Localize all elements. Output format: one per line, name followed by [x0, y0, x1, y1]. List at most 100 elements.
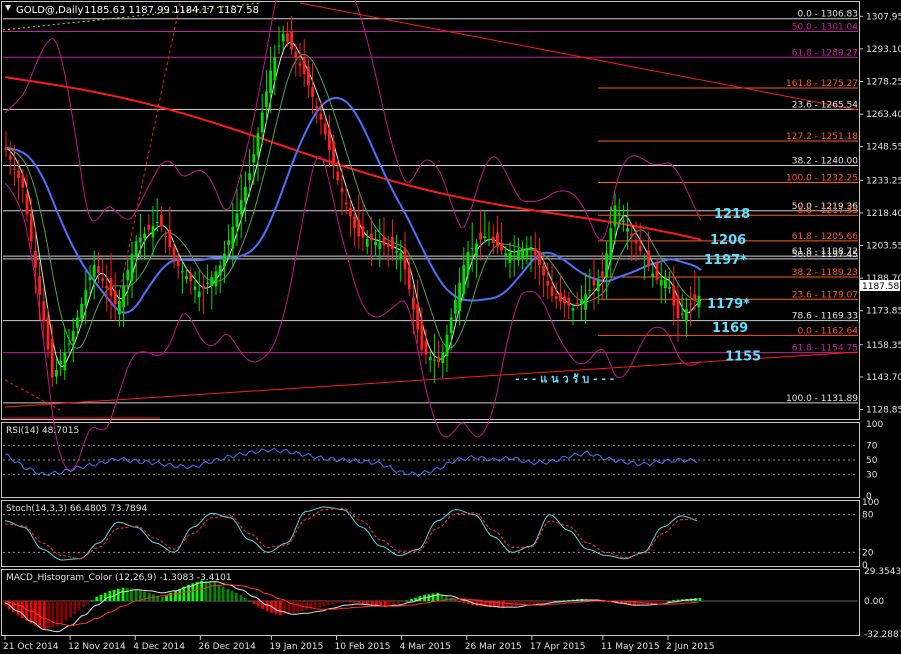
macd-histogram-bar — [348, 601, 352, 603]
fib-level-label: 50.0 - 1219.36 — [792, 202, 858, 212]
price-tick-label: 1188.70 — [866, 274, 901, 284]
candle-body — [332, 141, 335, 166]
macd-histogram-bar — [562, 600, 566, 602]
candle-body — [101, 278, 104, 281]
candle-body — [559, 293, 562, 302]
candle-body — [294, 52, 298, 58]
macd-histogram-bar — [650, 601, 654, 605]
macd-line — [4, 581, 698, 633]
macd-histogram-bar — [60, 601, 64, 624]
chevron-down-icon[interactable] — [5, 5, 11, 11]
date-tick-label: 17 Apr 2015 — [530, 642, 586, 652]
fib-level-label: 61.8 - 1154.75 — [792, 344, 858, 354]
candle-body — [164, 235, 167, 237]
candle-body — [374, 241, 377, 246]
macd-histogram-bar — [213, 582, 217, 602]
macd-histogram-bar — [361, 601, 365, 604]
candle-body — [67, 343, 71, 345]
macd-histogram-bar — [82, 601, 86, 608]
macd-histogram-bar — [633, 601, 636, 607]
candle-body — [172, 247, 176, 258]
candle-body — [500, 242, 503, 251]
macd-histogram-bar — [56, 601, 59, 627]
macd-histogram-bar — [195, 581, 199, 602]
candle-body — [269, 70, 272, 93]
fib-level-label: 61.8 - 1289.27 — [792, 48, 858, 58]
macd-histogram-bar — [156, 595, 160, 602]
candle-body — [601, 271, 604, 276]
macd-histogram-bar — [252, 601, 256, 605]
candle-body — [235, 213, 239, 227]
macd-histogram-bar — [217, 584, 221, 602]
macd-histogram-bar — [698, 597, 702, 602]
ema-slow-line — [4, 53, 702, 350]
candle-body — [466, 252, 470, 275]
macd-histogram-bar — [541, 601, 545, 604]
candle-body — [336, 171, 340, 181]
candle-body — [433, 359, 436, 361]
rsi-line — [4, 447, 698, 478]
candle-body — [584, 294, 587, 310]
fib-level-label: 0.0 - 1162.64 — [798, 326, 859, 336]
candle-body — [487, 239, 491, 241]
candle-body — [567, 297, 571, 306]
price-tick-label: 1307.95 — [866, 12, 901, 22]
candle-body — [340, 188, 344, 193]
macd-histogram-bar — [602, 601, 605, 603]
candle-body — [454, 300, 457, 314]
macd-histogram-bar — [475, 601, 479, 607]
macd-histogram-bar — [51, 601, 55, 628]
macd-histogram-bar — [462, 601, 466, 604]
candle-body — [437, 357, 440, 363]
candle-body — [689, 303, 692, 305]
candle-body — [105, 285, 109, 289]
candle-body — [189, 273, 193, 282]
macd-histogram-bar — [379, 601, 382, 607]
macd-histogram-bar — [191, 583, 195, 602]
candle-body — [21, 174, 25, 188]
support-resistance-annotation: 1206 — [710, 233, 746, 248]
candle-body — [265, 91, 268, 107]
candle-body — [63, 352, 67, 371]
candle-body — [143, 233, 146, 239]
candle-body — [248, 173, 251, 181]
macd-histogram-bar — [25, 601, 28, 621]
macd-histogram-bar — [567, 599, 571, 602]
macd-histogram-bar — [77, 601, 81, 611]
macd-panel-frame — [1, 569, 860, 636]
macd-histogram-bar — [501, 601, 505, 609]
macd-histogram-bar — [528, 601, 531, 605]
macd-histogram-bar — [12, 601, 15, 613]
candle-body — [34, 250, 37, 268]
macd-histogram-bar — [339, 601, 343, 603]
candle-body — [38, 276, 41, 295]
date-tick-label: 4 Mar 2015 — [400, 642, 451, 652]
macd-histogram-bar — [335, 601, 339, 604]
candle-body — [277, 45, 281, 47]
macd-histogram-bar — [357, 601, 361, 604]
uptrend-support-line — [4, 351, 859, 408]
candle-body — [8, 155, 12, 160]
candle-body — [613, 205, 617, 227]
macd-histogram-bar — [479, 601, 483, 607]
macd-histogram-bar — [121, 587, 125, 602]
macd-histogram-bar — [554, 601, 558, 603]
candle-body — [491, 236, 495, 244]
stoch-tick-label: 80 — [862, 511, 874, 521]
stoch-panel-frame — [1, 500, 860, 567]
ema-fast-line — [4, 41, 702, 368]
candle-body — [118, 301, 121, 315]
macd-histogram-bar — [545, 601, 549, 603]
candle-body — [151, 225, 155, 238]
macd-histogram-bar — [492, 601, 496, 608]
candle-body — [659, 279, 663, 286]
rsi-tick-label: 50 — [866, 456, 878, 466]
candle-body — [651, 273, 655, 277]
candle-body — [46, 317, 50, 350]
candle-body — [281, 33, 285, 42]
macd-tick-label: 0.00 — [864, 597, 884, 607]
macd-histogram-bar — [676, 599, 680, 602]
macd-histogram-bar — [169, 592, 173, 602]
candle-body — [424, 341, 428, 355]
